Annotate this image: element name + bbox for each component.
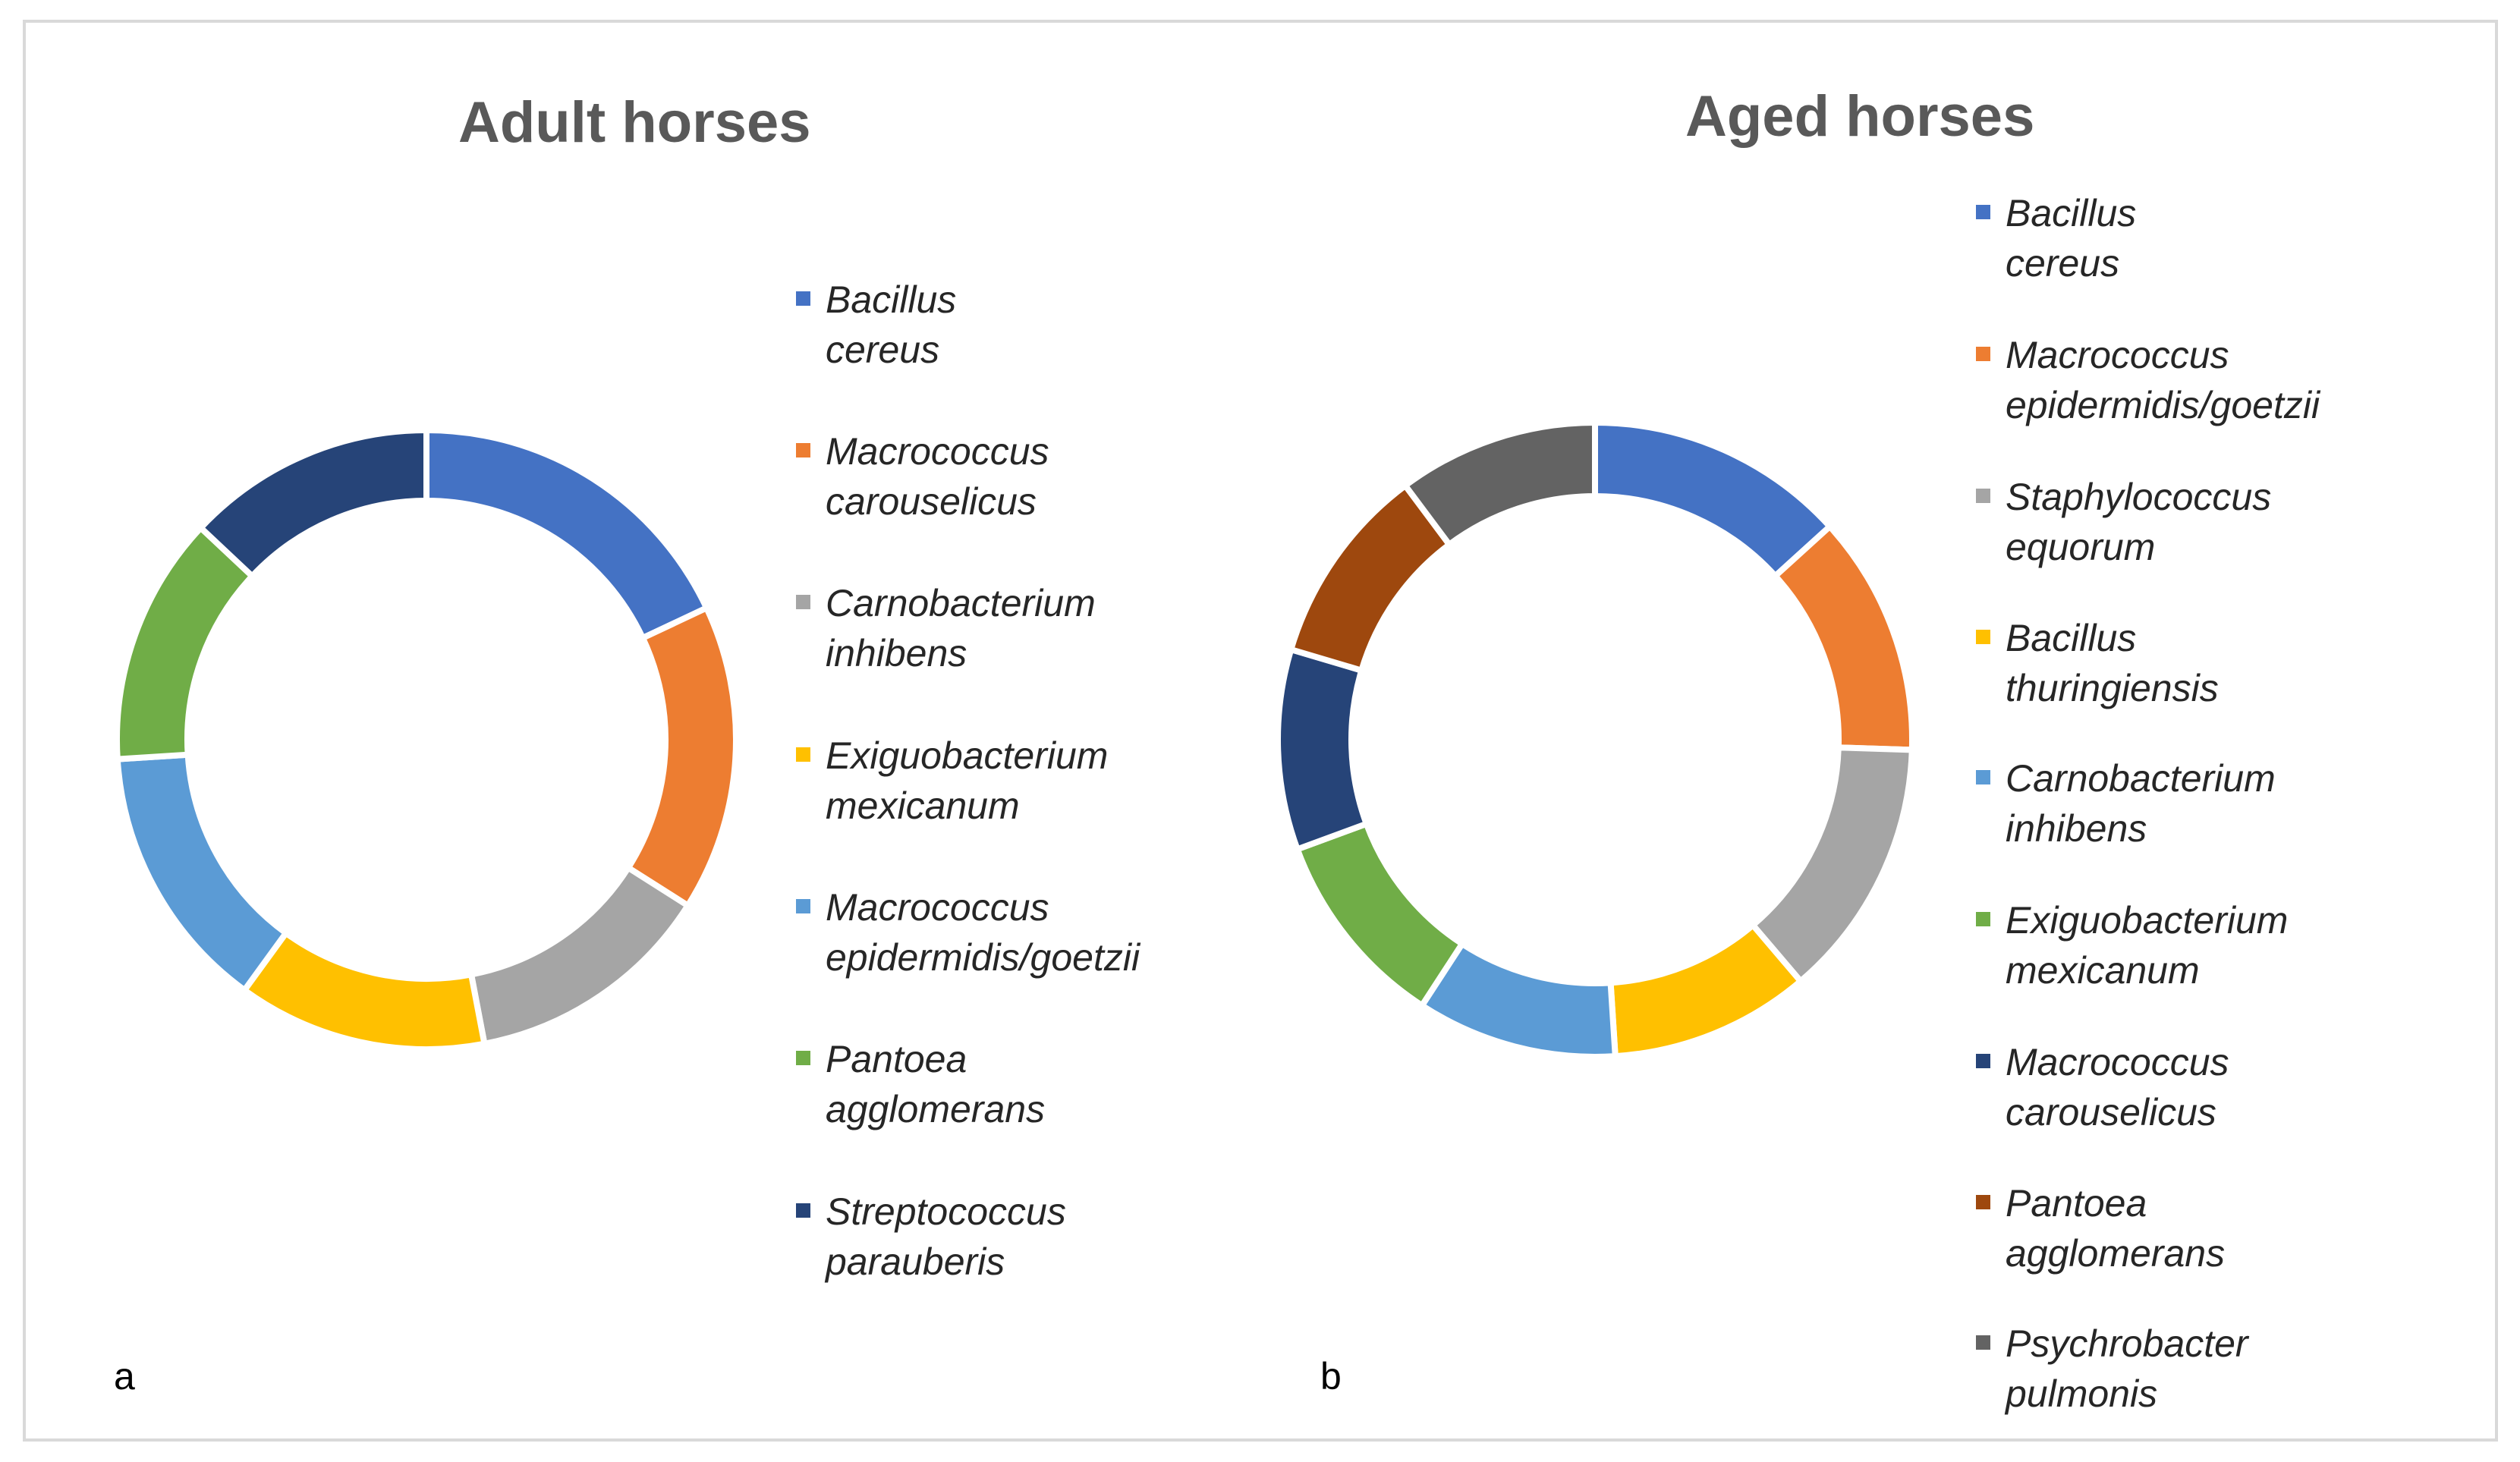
legend-item-aged-1: Bacillus cereus [1976,188,2136,288]
legend-item-adult-7: Streptococcus parauberis [796,1187,1066,1287]
legend-label: Bacillus cereus [2006,192,2137,285]
legend-swatch [1976,1195,1990,1209]
legend-label: Carnobacterium inhibens [826,582,1096,674]
donut-slice-adult-5 [114,751,291,995]
panel-label-b: b [1320,1355,1342,1398]
legend-label: Staphylococcus equorum [2006,476,2272,568]
legend-swatch [1976,1335,1990,1350]
legend-item-aged-3: Staphylococcus equorum [1976,472,2271,572]
donut-slice-aged-3 [1748,744,1915,986]
panel-label-a: a [114,1355,135,1398]
legend-item-aged-5: Carnobacterium inhibens [1976,753,2276,854]
legend-label: Macrococcus epidermidis/goetzii [826,886,1140,979]
donut-slice-aged-6 [1293,819,1467,1010]
legend-label: Carnobacterium inhibens [2006,757,2276,850]
legend-swatch [796,899,810,913]
legend-swatch [796,595,810,609]
figure-frame: Adult horses Aged horses Bacillus cereus… [23,20,2498,1442]
donut-slice-adult-6 [114,523,257,762]
donut-slice-aged-4 [1607,920,1805,1060]
legend-item-aged-2: Macrococcus epidermidis/goetzii [1976,330,2320,430]
chart-title-aged: Aged horses [1685,84,2035,149]
donut-slice-adult-2 [624,603,739,910]
legend-label: Macrococcus carouselicus [2006,1041,2229,1133]
legend-label: Pantoea agglomerans [2006,1182,2226,1275]
legend-item-aged-7: Macrococcus carouselicus [1976,1037,2229,1137]
legend-swatch [796,443,810,457]
legend-label: Bacillus thuringiensis [2006,617,2219,709]
legend-item-aged-4: Bacillus thuringiensis [1976,613,2219,713]
legend-swatch [796,1051,810,1065]
legend-swatch [1976,489,1990,503]
legend-swatch [1976,347,1990,361]
legend-item-adult-5: Macrococcus epidermidis/goetzii [796,882,1140,983]
chart-title-adult: Adult horses [458,90,811,155]
donut-slice-aged-2 [1770,522,1915,753]
legend-item-adult-3: Carnobacterium inhibens [796,578,1096,678]
donut-slice-adult-7 [196,426,429,581]
legend-swatch [1976,1054,1990,1068]
donut-slice-aged-9 [1401,419,1598,549]
legend-item-aged-8: Pantoea agglomerans [1976,1178,2225,1278]
legend-swatch [1976,205,1990,219]
donut-slice-aged-7 [1275,646,1370,854]
legend-swatch [796,291,810,306]
legend-item-aged-6: Exiguobacterium mexicanum [1976,895,2288,995]
legend-label: Exiguobacterium mexicanum [826,734,1109,827]
legend-label: Bacillus cereus [826,278,957,371]
legend-item-adult-2: Macrococcus carouselicus [796,426,1049,527]
legend-swatch [796,747,810,762]
donut-chart-adult [114,419,1915,1060]
legend-label: Macrococcus epidermidis/goetzii [2006,334,2320,426]
legend-swatch [1976,912,1990,926]
legend-swatch [1976,630,1990,644]
legend-item-adult-4: Exiguobacterium mexicanum [796,731,1108,831]
donut-slice-adult-3 [467,863,693,1048]
legend-item-adult-6: Pantoea agglomerans [796,1034,1045,1134]
legend-label: Psychrobacter pulmonis [2006,1322,2248,1415]
legend-swatch [1976,770,1990,784]
legend-label: Macrococcus carouselicus [826,430,1049,523]
legend-item-adult-1: Bacillus cereus [796,275,956,375]
legend-swatch [796,1203,810,1218]
legend-label: Pantoea agglomerans [826,1038,1046,1130]
legend-item-aged-9: Psychrobacter pulmonis [1976,1319,2248,1419]
donut-slice-adult-1 [423,426,711,643]
legend-label: Streptococcus parauberis [826,1190,1066,1283]
donut-slice-adult-4 [240,929,489,1052]
donut-slice-aged-1 [1592,419,1835,580]
legend-label: Exiguobacterium mexicanum [2006,899,2289,992]
